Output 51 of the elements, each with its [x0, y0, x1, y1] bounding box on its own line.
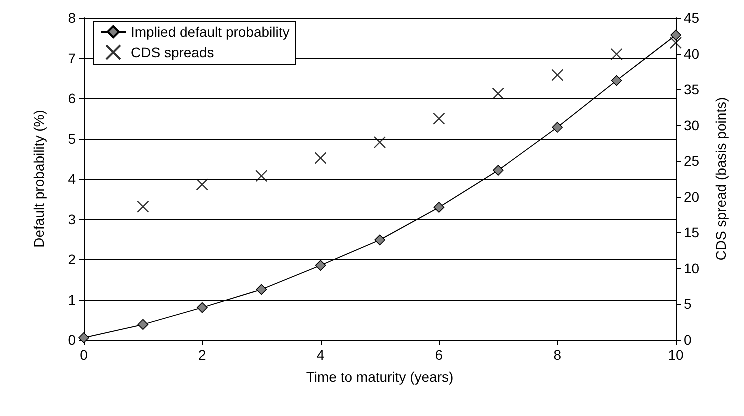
y2-axis-title: CDS spread (basis points) — [713, 97, 729, 261]
point — [196, 178, 208, 191]
x-tick-label: 10 — [668, 347, 684, 363]
y2-tick-label: 0 — [684, 332, 692, 348]
point — [197, 302, 208, 314]
x-tick-label: 2 — [198, 347, 206, 363]
y-tick-label: 1 — [68, 292, 76, 308]
y-tick-label: 3 — [68, 211, 76, 228]
point — [374, 234, 386, 246]
point — [138, 319, 149, 330]
y2-tick-label: 30 — [684, 117, 700, 134]
y2-tick-label: 45 — [684, 10, 700, 26]
x-tick-label: 6 — [435, 347, 444, 363]
point — [611, 75, 622, 86]
y-tick-label: 4 — [68, 171, 76, 187]
y-axis-title: Default probability (%) — [31, 110, 47, 248]
y2-tick-label: 20 — [684, 188, 700, 205]
y-tick-label: 2 — [68, 252, 76, 268]
point — [552, 69, 564, 82]
point — [137, 200, 150, 214]
point — [256, 170, 268, 182]
y2-tick-label: 25 — [684, 153, 700, 170]
point — [492, 88, 504, 100]
point — [374, 136, 386, 149]
point — [610, 48, 623, 61]
x-tick-label: 0 — [80, 347, 88, 363]
y-tick-label: 0 — [68, 332, 76, 348]
legend-label: CDS spreads — [131, 44, 214, 60]
point — [493, 165, 504, 176]
x-axis-title: Time to maturity (years) — [306, 369, 454, 385]
y-tick-label: 5 — [68, 130, 76, 147]
point — [256, 284, 267, 296]
point — [314, 152, 327, 164]
point — [315, 260, 326, 271]
point — [670, 36, 682, 50]
y-tick-label: 8 — [68, 10, 76, 26]
y2-tick-label: 40 — [684, 46, 700, 62]
point — [78, 332, 90, 344]
x-tick-label: 8 — [554, 347, 562, 363]
point — [552, 122, 563, 133]
y2-tick-label: 10 — [684, 260, 700, 276]
y2-tick-label: 5 — [684, 296, 692, 312]
point — [434, 202, 445, 213]
x-tick-label: 4 — [316, 347, 325, 363]
y-tick-label: 7 — [68, 50, 76, 66]
y2-tick-label: 35 — [684, 82, 700, 98]
legend-label: Implied default probability — [131, 24, 290, 40]
point — [670, 30, 682, 41]
y-tick-label: 6 — [68, 90, 76, 106]
y2-tick-label: 15 — [684, 224, 700, 241]
point — [433, 112, 446, 125]
